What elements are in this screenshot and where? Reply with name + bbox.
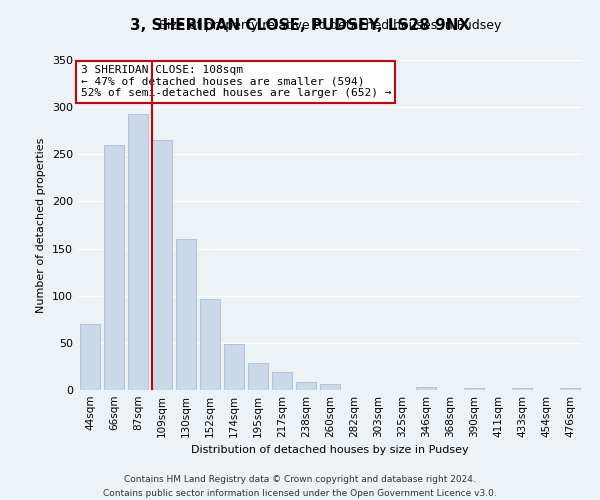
X-axis label: Distribution of detached houses by size in Pudsey: Distribution of detached houses by size … [191,446,469,456]
Bar [80,324,100,390]
Bar [200,298,220,390]
Text: 3 SHERIDAN CLOSE: 108sqm
← 47% of detached houses are smaller (594)
52% of semi-: 3 SHERIDAN CLOSE: 108sqm ← 47% of detach… [80,65,391,98]
Bar [416,387,436,390]
Bar [128,114,148,390]
Bar [104,145,124,390]
Bar [152,140,172,390]
Bar [248,362,268,390]
Text: Contains HM Land Registry data © Crown copyright and database right 2024.
Contai: Contains HM Land Registry data © Crown c… [103,476,497,498]
Text: 3, SHERIDAN CLOSE, PUDSEY, LS28 9NX: 3, SHERIDAN CLOSE, PUDSEY, LS28 9NX [130,18,470,32]
Bar [224,344,244,390]
Bar [560,388,580,390]
Bar [176,239,196,390]
Bar [512,388,532,390]
Bar [320,384,340,390]
Bar [296,382,316,390]
Y-axis label: Number of detached properties: Number of detached properties [37,138,46,312]
Bar [272,372,292,390]
Title: Size of property relative to detached houses in Pudsey: Size of property relative to detached ho… [159,20,501,32]
Bar [464,388,484,390]
